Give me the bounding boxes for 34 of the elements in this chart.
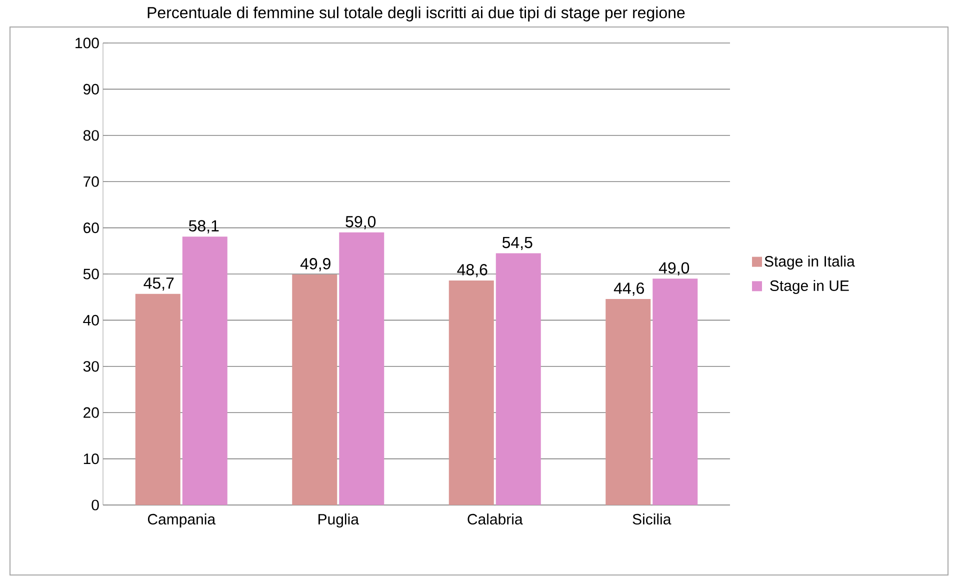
- y-tick-label: 100: [76, 38, 99, 48]
- bar: [339, 232, 384, 505]
- y-tick-label: 0: [92, 500, 99, 510]
- data-label: 54,5: [502, 236, 532, 250]
- data-label: 45,7: [144, 278, 174, 291]
- bar: [182, 236, 228, 505]
- data-label: 44,6: [614, 282, 644, 296]
- bar: [496, 253, 541, 505]
- bar: [652, 278, 698, 505]
- y-tick-label: 80: [83, 130, 99, 141]
- data-label: 58,1: [188, 220, 219, 234]
- chart-title: Percentuale di femmine sul totale degli iscritti ai due tipi di stage per regione: [148, 6, 685, 22]
- y-tick-label: 70: [84, 176, 99, 187]
- legend-label: Stage in UE: [770, 280, 849, 294]
- x-tick-label: Campania: [148, 514, 216, 528]
- y-tick-label: 20: [84, 407, 99, 418]
- y-tick-label: 50: [83, 268, 99, 280]
- bar: [135, 294, 180, 505]
- bar: [292, 274, 338, 505]
- data-label: 48,6: [457, 264, 488, 278]
- x-tick-label: Puglia: [318, 514, 359, 528]
- x-tick-label: Calabria: [468, 514, 523, 525]
- legend-label: Stage in Italia: [764, 256, 855, 270]
- y-tick-label: 60: [84, 222, 99, 234]
- data-label: 49,0: [658, 262, 690, 276]
- x-tick-label: Sicilia: [632, 514, 672, 525]
- y-tick-label: 90: [83, 84, 99, 94]
- data-label: 59,0: [346, 216, 376, 230]
- y-tick-label: 10: [84, 453, 99, 464]
- y-tick-label: 30: [83, 361, 99, 372]
- y-tick-label: 40: [83, 314, 99, 326]
- bar: [448, 280, 494, 505]
- bar: [606, 298, 651, 505]
- data-label: 49,9: [300, 258, 330, 272]
